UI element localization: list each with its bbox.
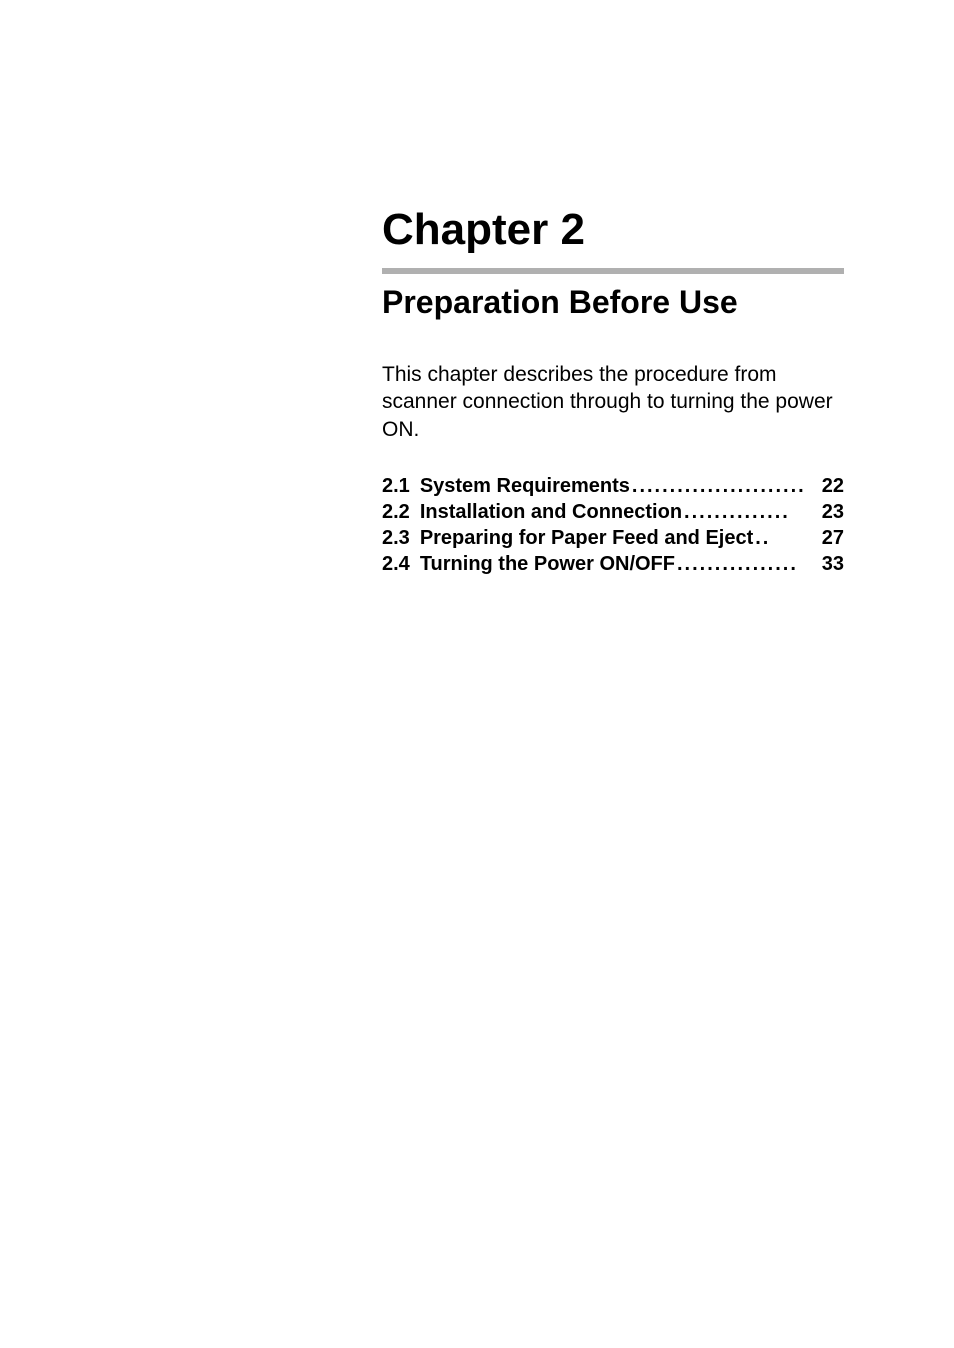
toc-entry-num: 2.3 <box>382 525 410 551</box>
toc-entry[interactable]: 2.1 System Requirements ................… <box>382 473 844 499</box>
chapter-intro: This chapter describes the procedure fro… <box>382 361 844 443</box>
toc-entry-num: 2.2 <box>382 499 410 525</box>
document-page: Chapter 2 Preparation Before Use This ch… <box>0 0 954 1348</box>
toc-entry[interactable]: 2.2 Installation and Connection ........… <box>382 499 844 525</box>
toc-dots: ....................... <box>632 473 820 499</box>
toc-entry-label: System Requirements <box>420 473 630 499</box>
toc-entry[interactable]: 2.4 Turning the Power ON/OFF ...........… <box>382 551 844 577</box>
toc-entry-num: 2.4 <box>382 551 410 577</box>
toc-entry[interactable]: 2.3 Preparing for Paper Feed and Eject .… <box>382 525 844 551</box>
title-rule <box>382 268 844 274</box>
toc-entry-num: 2.1 <box>382 473 410 499</box>
toc-entry-label: Preparing for Paper Feed and Eject <box>420 525 753 551</box>
toc-entry-label: Installation and Connection <box>420 499 682 525</box>
toc-entry-page: 27 <box>822 525 844 551</box>
toc-dots: ................ <box>677 551 820 577</box>
toc-entry-page: 22 <box>822 473 844 499</box>
toc-dots: .............. <box>684 499 820 525</box>
chapter-subtitle: Preparation Before Use <box>382 284 844 321</box>
toc-dots: .. <box>755 525 820 551</box>
toc-entry-page: 33 <box>822 551 844 577</box>
toc-entry-label: Turning the Power ON/OFF <box>420 551 675 577</box>
chapter-title: Chapter 2 <box>382 206 844 254</box>
toc-entry-page: 23 <box>822 499 844 525</box>
toc: 2.1 System Requirements ................… <box>382 473 844 577</box>
